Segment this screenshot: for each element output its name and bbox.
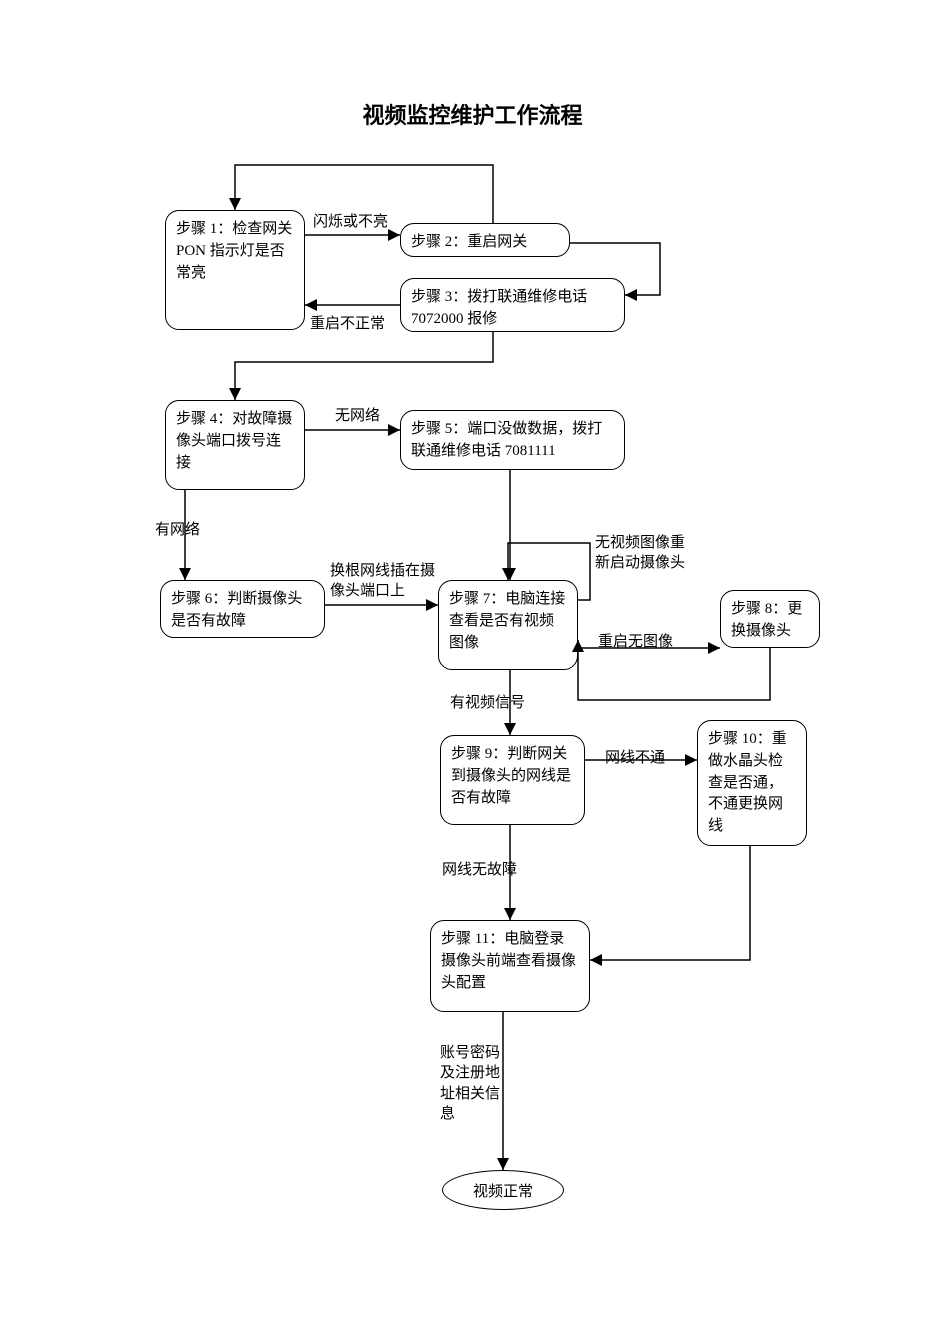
node-step-8: 步骤 8：更换摄像头 [720, 590, 820, 648]
node-step-9: 步骤 9：判断网关到摄像头的网线是否有故障 [440, 735, 585, 825]
edge-label-swap-cable: 换根网线插在摄像头端口上 [330, 561, 435, 602]
node-step-4: 步骤 4：对故障摄像头端口拨号连接 [165, 400, 305, 490]
edge-label-no-video: 无视频图像重新启动摄像头 [595, 533, 690, 574]
edge-label-restart-fail: 重启不正常 [310, 314, 385, 334]
edge-label-cable-ok: 网线无故障 [442, 860, 517, 880]
node-step-6: 步骤 6：判断摄像头是否有故障 [160, 580, 325, 638]
edge-label-has-video: 有视频信号 [450, 693, 525, 713]
node-terminal-end: 视频正常 [442, 1170, 564, 1210]
node-step-11: 步骤 11：电脑登录摄像头前端查看摄像头配置 [430, 920, 590, 1012]
node-step-7: 步骤 7：电脑连接查看是否有视频图像 [438, 580, 578, 670]
edge-label-still-no-img: 重启无图像 [598, 632, 673, 652]
edge-label-has-network: 有网络 [155, 520, 200, 540]
edge-label-blink: 闪烁或不亮 [313, 212, 388, 232]
node-step-5: 步骤 5：端口没做数据，拨打联通维修电话 7081111 [400, 410, 625, 470]
flowchart-page: 视频监控维护工作流程 步骤 1：检查网关 PON 指示灯是否常亮 步骤 2：重启… [0, 0, 945, 1337]
page-title: 视频监控维护工作流程 [0, 98, 945, 130]
node-step-10: 步骤 10：重做水晶头检查是否通，不通更换网线 [697, 720, 807, 846]
node-step-1: 步骤 1：检查网关 PON 指示灯是否常亮 [165, 210, 305, 330]
edge-label-account-info: 账号密码及注册地址相关信息 [440, 1043, 505, 1124]
edge-label-cable-bad: 网线不通 [605, 748, 665, 768]
node-step-2: 步骤 2：重启网关 [400, 223, 570, 257]
edge-label-no-network: 无网络 [335, 406, 380, 426]
node-step-3: 步骤 3：拨打联通维修电话 7072000 报修 [400, 278, 625, 332]
